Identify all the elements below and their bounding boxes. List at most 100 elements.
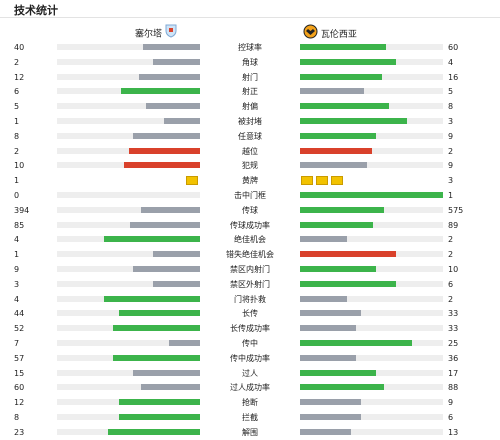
home-bar-track <box>57 428 200 435</box>
away-value: 36 <box>448 353 459 363</box>
home-bar-fill <box>104 295 200 302</box>
home-bar-track <box>57 88 200 95</box>
away-value: 17 <box>448 368 459 378</box>
yellow-card-icon <box>316 176 328 186</box>
away-bar-fill <box>300 162 368 169</box>
away-value: 2 <box>448 250 454 260</box>
home-value: 10 <box>14 161 25 171</box>
away-bar-fill <box>300 58 396 65</box>
home-value: 5 <box>14 102 20 112</box>
away-bar-track <box>300 192 443 198</box>
away-bar-fill <box>300 399 362 406</box>
home-value: 394 <box>14 205 30 215</box>
home-value: 1 <box>14 176 20 186</box>
home-bar-fill <box>118 399 200 406</box>
stat-label: 角球 <box>242 57 258 67</box>
stat-row: 6 射正 5 <box>0 84 500 99</box>
home-bar-track <box>57 295 200 302</box>
home-value: 4 <box>14 294 20 304</box>
home-bar-track <box>57 369 200 376</box>
home-value: 2 <box>14 146 20 156</box>
away-value: 25 <box>448 339 459 348</box>
away-bar-fill <box>300 384 385 391</box>
home-value: 8 <box>14 413 20 422</box>
away-team-name: 瓦伦西亚 <box>320 30 357 40</box>
stat-row: 23 解围 13 <box>0 425 500 440</box>
away-value: 2 <box>448 235 454 245</box>
home-value: 6 <box>14 87 20 97</box>
stat-label: 越位 <box>242 146 258 156</box>
yellow-card-icon <box>331 176 343 186</box>
away-team-header: 瓦伦西亚 <box>303 24 357 40</box>
home-value: 85 <box>14 220 25 230</box>
away-bar-track <box>300 325 443 332</box>
home-bar-fill <box>164 118 200 124</box>
home-bar-fill <box>152 251 200 258</box>
home-value: 57 <box>14 353 25 363</box>
away-bar-track <box>300 266 443 272</box>
home-value: 3 <box>14 279 20 289</box>
away-value: 9 <box>448 398 454 408</box>
home-bar-fill <box>128 147 200 154</box>
stat-label: 射偏 <box>242 102 258 112</box>
stat-row: 9 禁区内射门 10 <box>0 262 500 277</box>
stat-row: 7 传中 25 <box>0 336 500 351</box>
stat-row: 60 过人成功率 88 <box>0 380 500 395</box>
stat-row: 12 射门 16 <box>0 70 500 85</box>
header-bar: 技术统计 <box>0 0 500 18</box>
stat-label: 抢断 <box>242 398 258 408</box>
away-value: 33 <box>448 309 459 319</box>
stat-label: 传中成功率 <box>230 353 270 363</box>
away-value: 33 <box>448 324 459 334</box>
home-value: 52 <box>14 324 25 334</box>
away-bar-fill <box>300 251 396 258</box>
home-value: 15 <box>14 368 25 378</box>
away-bar-track <box>300 88 443 95</box>
stat-label: 射门 <box>242 72 258 82</box>
home-bar-track <box>57 340 200 346</box>
stat-label: 门将扑救 <box>234 294 266 304</box>
stat-label: 禁区内射门 <box>230 265 270 274</box>
home-bar-fill <box>118 414 200 420</box>
stat-label: 犯规 <box>242 161 258 171</box>
away-bar-track <box>300 44 443 50</box>
away-value: 4 <box>448 57 454 67</box>
stat-row: 2 越位 2 <box>0 144 500 159</box>
away-value: 9 <box>448 161 454 171</box>
home-bar-fill <box>104 236 200 243</box>
stat-label: 黄牌 <box>242 176 258 186</box>
away-value: 3 <box>448 117 454 126</box>
home-team-name: 塞尔塔 <box>135 29 163 40</box>
away-bar-fill <box>300 428 352 435</box>
home-bar-fill <box>108 428 200 435</box>
home-value: 23 <box>14 427 25 437</box>
stat-row: 4 门将扑救 2 <box>0 292 500 307</box>
away-value: 5 <box>448 87 454 97</box>
stat-row: 4 绝佳机会 2 <box>0 232 500 247</box>
stat-label: 过人成功率 <box>230 383 270 393</box>
stat-row: 0 击中门框 1 <box>0 188 500 203</box>
away-bar-track <box>300 340 443 346</box>
home-bar-track <box>57 221 200 228</box>
stat-label: 错失绝佳机会 <box>226 250 274 260</box>
away-bar-track <box>300 118 443 124</box>
stat-row: 1 黄牌 3 <box>0 173 500 188</box>
home-value: 12 <box>14 398 25 408</box>
away-value: 13 <box>448 427 459 437</box>
away-bar-track <box>300 384 443 391</box>
home-team-header: 塞尔塔 <box>135 24 177 40</box>
stat-label: 拦截 <box>242 413 258 422</box>
away-bar-fill <box>300 132 376 139</box>
stat-row: 5 射偏 8 <box>0 99 500 114</box>
stat-label: 传球成功率 <box>230 220 270 230</box>
away-bar-track <box>300 162 443 169</box>
stat-label: 射正 <box>242 87 258 97</box>
away-value: 9 <box>448 131 454 141</box>
away-value: 2 <box>448 146 454 156</box>
away-bar-fill <box>300 44 386 50</box>
home-bar-track <box>57 325 200 332</box>
home-bar-fill <box>138 73 200 80</box>
away-bar-track <box>300 103 443 110</box>
home-bar-track <box>57 354 200 361</box>
away-bar-fill <box>300 369 376 376</box>
